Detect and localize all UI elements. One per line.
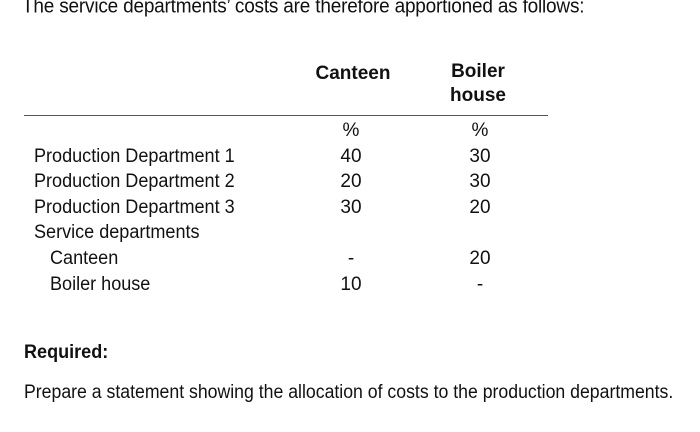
table-row: Service departments: [0, 220, 700, 245]
table-row: Production Department 3 30 20: [0, 195, 700, 220]
intro-text: The service departments’ costs are there…: [22, 0, 585, 18]
boiler-value: 20: [469, 248, 491, 269]
canteen-value: 20: [340, 171, 362, 192]
boiler-value: -: [476, 274, 484, 295]
table-row: Production Department 2 20 30: [0, 169, 700, 194]
row-label: Canteen: [50, 248, 119, 269]
boiler-value: 30: [469, 146, 491, 167]
canteen-unit: %: [342, 120, 360, 141]
required-heading: Required:: [24, 342, 109, 363]
header-divider: [24, 115, 548, 116]
row-label: Production Department 1: [34, 146, 235, 167]
canteen-value: 40: [340, 146, 362, 167]
boiler-value: 20: [469, 197, 491, 218]
table-row: Canteen - 20: [0, 246, 700, 271]
row-label: Boiler house: [50, 274, 151, 295]
row-label: Service departments: [34, 222, 200, 243]
column-header-canteen: Canteen: [315, 63, 391, 84]
instruction-text: Prepare a statement showing the allocati…: [24, 382, 674, 403]
row-label: Production Department 2: [34, 171, 235, 192]
table-row: Boiler house 10 -: [0, 272, 700, 297]
canteen-value: 30: [340, 197, 362, 218]
column-header-boiler-house: Boiler house: [450, 61, 506, 106]
boiler-unit: %: [471, 120, 489, 141]
boiler-value: 30: [469, 171, 491, 192]
canteen-value: 10: [340, 274, 362, 295]
table-row: Production Department 1 40 30: [0, 144, 700, 169]
units-row: % %: [0, 118, 700, 143]
canteen-value: -: [347, 248, 355, 269]
row-label: Production Department 3: [34, 197, 235, 218]
